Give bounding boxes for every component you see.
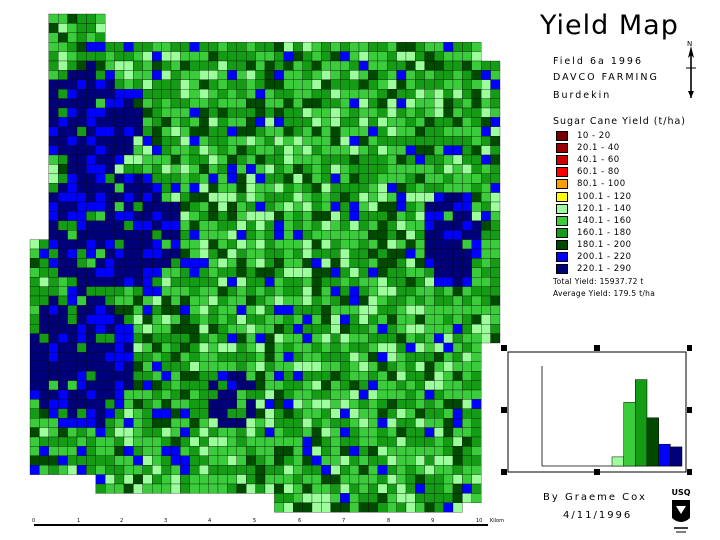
- scale-tick: 9: [431, 518, 435, 524]
- region-name: Burdekin: [553, 90, 612, 101]
- yield-histogram[interactable]: [500, 344, 692, 476]
- scale-tick: 8: [387, 518, 391, 524]
- histogram-bar: [635, 379, 648, 467]
- legend-swatch: [556, 131, 568, 142]
- histogram-bar: [658, 443, 671, 467]
- farm-name: DAVCO FARMING: [553, 72, 659, 83]
- histogram-bar: [623, 402, 636, 467]
- scale-tick: 1: [77, 518, 81, 524]
- scale-unit: Kilom: [490, 518, 504, 524]
- legend-item: 20.1 - 40: [556, 142, 632, 154]
- resize-handle: [594, 469, 600, 475]
- legend-title: Sugar Cane Yield (t/ha): [553, 116, 686, 127]
- scale-tick: 5: [253, 518, 257, 524]
- legend-item: 140.1 - 160: [556, 215, 632, 227]
- legend-item: 10 - 20: [556, 130, 632, 142]
- average-yield: Average Yield: 179.5 t/ha: [553, 289, 656, 298]
- legend-item: 100.1 - 120: [556, 190, 632, 202]
- histogram-bar: [611, 456, 624, 467]
- scale-tick: 6: [298, 518, 302, 524]
- author-credit: By Graeme Cox: [543, 492, 647, 503]
- legend-swatch: [556, 191, 568, 202]
- legend-swatch: [556, 179, 568, 190]
- scale-tick: 2: [120, 518, 124, 524]
- legend-item: 160.1 - 180: [556, 227, 632, 239]
- legend-swatch: [556, 215, 568, 226]
- north-label: N: [687, 40, 693, 48]
- scale-tick: 7: [342, 518, 346, 524]
- resize-handle: [687, 407, 692, 413]
- legend-item: 40.1 - 60: [556, 154, 632, 166]
- legend-swatch: [556, 251, 568, 262]
- usq-logo-icon: USQ: [671, 488, 691, 533]
- legend-item: 200.1 - 220: [556, 251, 632, 263]
- legend-swatch: [556, 155, 568, 166]
- scale-bar: [34, 524, 488, 526]
- legend-swatch: [556, 239, 568, 250]
- histogram-bar: [670, 446, 683, 467]
- north-arrow-icon: [686, 46, 696, 98]
- resize-handle: [594, 345, 600, 351]
- total-yield: Total Yield: 15937.72 t: [553, 277, 644, 286]
- legend-swatch: [556, 167, 568, 178]
- legend-item: 60.1 - 80: [556, 166, 632, 178]
- histogram-bar: [646, 417, 659, 467]
- map-date: 4/11/1996: [563, 510, 633, 521]
- resize-handle: [501, 407, 507, 413]
- resize-handle: [501, 345, 507, 351]
- legend-item: 220.1 - 290: [556, 263, 632, 275]
- field-name: Field 6a 1996: [553, 56, 644, 67]
- legend-swatch: [556, 227, 568, 238]
- resize-handle: [687, 469, 692, 475]
- scale-tick: 4: [208, 518, 212, 524]
- scale-tick: 3: [164, 518, 168, 524]
- legend-swatch: [556, 143, 568, 154]
- legend: 10 - 20 20.1 - 40 40.1 - 60 60.1 - 80 80…: [556, 130, 632, 275]
- resize-handle: [687, 345, 692, 351]
- logo-text: USQ: [671, 488, 690, 497]
- map-title: Yield Map: [540, 10, 679, 41]
- scale-tick: 10: [476, 518, 483, 524]
- legend-item: 180.1 - 200: [556, 239, 632, 251]
- scale-tick: 0: [32, 518, 36, 524]
- legend-swatch: [556, 264, 568, 275]
- legend-item: 120.1 - 140: [556, 203, 632, 215]
- resize-handle: [501, 469, 507, 475]
- legend-swatch: [556, 203, 568, 214]
- legend-item: 80.1 - 100: [556, 178, 632, 190]
